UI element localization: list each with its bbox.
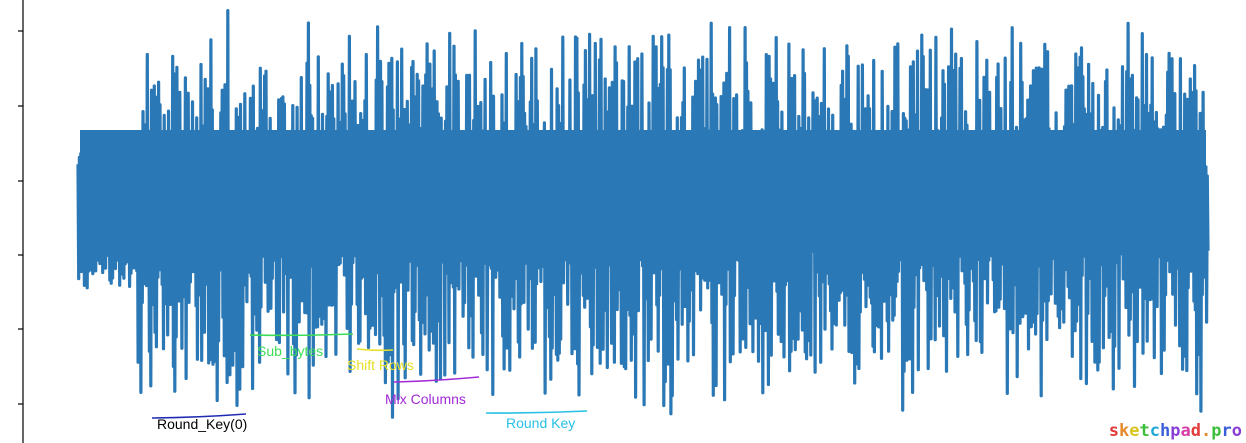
- watermark-letter: .: [1201, 421, 1212, 441]
- annotation-stroke: [249, 333, 354, 337]
- sketchpad-watermark: sketchpad.pro: [1109, 421, 1242, 441]
- annotation-label: Round_Key(0): [157, 416, 247, 432]
- annotations: Sub_bytes Shift Rows Mix Columns Round Key R…: [151, 333, 588, 432]
- annotation-label: Sub_bytes: [257, 343, 323, 359]
- watermark-letter: h: [1160, 421, 1171, 441]
- annotation-stroke: [393, 376, 480, 383]
- annotation-stroke: [356, 348, 394, 352]
- signal-core-band: [80, 130, 1206, 226]
- annotation-stroke: [151, 413, 247, 419]
- watermark-letter: s: [1108, 421, 1119, 441]
- annotation-stroke: [485, 410, 588, 414]
- y-axis-ticks: [18, 30, 23, 405]
- watermark-letter: c: [1149, 421, 1160, 441]
- watermark-letter: d: [1190, 421, 1201, 441]
- watermark-letter: p: [1211, 421, 1222, 441]
- watermark-letter: e: [1129, 421, 1140, 441]
- watermark-letter: o: [1231, 421, 1242, 441]
- annotation-label: Mix Columns: [385, 391, 466, 407]
- signal-trace: [76, 9, 1210, 419]
- annotation-label: Round Key: [506, 415, 575, 431]
- watermark-letter: k: [1119, 421, 1130, 441]
- annotation-label: Shift Rows: [347, 357, 414, 373]
- watermark-letter: t: [1139, 421, 1150, 441]
- watermark-letter: a: [1180, 421, 1191, 441]
- watermark-letter: p: [1170, 421, 1181, 441]
- watermark-letter: r: [1221, 421, 1232, 441]
